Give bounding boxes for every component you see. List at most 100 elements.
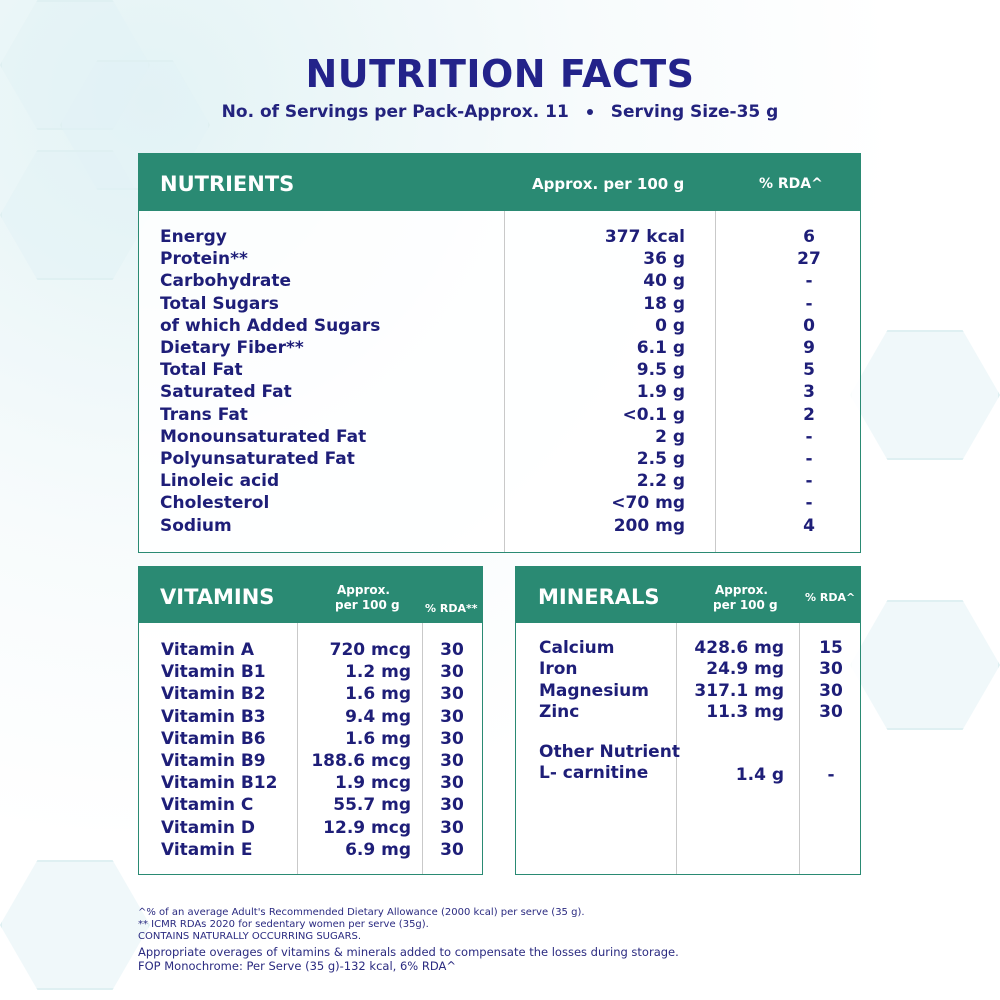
page-title: NUTRITION FACTS — [305, 52, 695, 96]
footnotes: ^% of an average Adult's Recommended Die… — [138, 907, 679, 973]
nutrient-name: Calcium — [539, 638, 615, 658]
hexagon-decoration — [850, 600, 1000, 730]
footnote: ^% of an average Adult's Recommended Die… — [138, 907, 585, 918]
nutrient-rda: 30 — [440, 839, 464, 860]
nutrient-value: 11.3 mg — [706, 701, 784, 722]
nutrient-value: 12.9 mcg — [323, 817, 411, 838]
nutrient-rda: 30 — [819, 680, 843, 701]
nutrient-rda: - — [805, 426, 813, 447]
nutrient-rda: 30 — [440, 795, 464, 816]
nutrient-value: 0 g — [655, 315, 685, 336]
nutrient-value: 1.6 mg — [345, 728, 411, 749]
nutrient-value: 317.1 mg — [694, 680, 784, 701]
minerals-header: MINERALS Approx. per 100 g % RDA^ — [516, 567, 860, 623]
nutrient-value: 9.5 g — [636, 360, 685, 381]
header-per-100g: per 100 g — [713, 598, 778, 612]
nutrient-name: Zinc — [539, 701, 580, 722]
nutrient-rda: 30 — [440, 640, 464, 660]
header-minerals: MINERALS — [538, 585, 660, 609]
nutrient-value: 18 g — [643, 293, 685, 314]
nutrient-value: 24.9 mg — [706, 659, 784, 680]
nutrient-value: 720 mcg — [329, 640, 411, 660]
nutrient-value: 6.1 g — [636, 338, 685, 359]
nutrient-value: 2 g — [655, 426, 685, 447]
footnote-fop: FOP Monochrome: Per Serve (35 g)-132 kca… — [138, 959, 456, 973]
header-per-100g: Approx. per 100 g — [532, 175, 685, 193]
nutrient-name: Protein** — [160, 249, 248, 270]
nutrient-value: 188.6 mcg — [311, 751, 411, 772]
nutrient-rda: 30 — [440, 706, 464, 727]
header-approx: Approx. — [715, 583, 768, 597]
nutrient-name: Vitamin B12 — [161, 773, 278, 794]
hexagon-decoration — [850, 330, 1000, 460]
nutrient-value: 36 g — [643, 249, 685, 270]
nutrient-name: Vitamin B9 — [161, 751, 266, 772]
nutrient-name: Monounsaturated Fat — [160, 426, 367, 447]
footnote: CONTAINS NATURALLY OCCURRING SUGARS. — [138, 931, 362, 942]
servings-per-pack: No. of Servings per Pack-Approx. 11 — [221, 102, 569, 122]
nutrient-name: Carbohydrate — [160, 271, 292, 292]
footnote: ** ICMR RDAs 2020 for sedentary women pe… — [138, 919, 429, 930]
hexagon-decoration — [0, 860, 150, 990]
nutrient-value: 40 g — [643, 271, 685, 292]
nutrient-rda: 30 — [819, 659, 843, 680]
nutrient-value: 200 mg — [613, 515, 685, 536]
nutrient-value: 55.7 mg — [333, 795, 411, 816]
column-divider — [676, 623, 677, 874]
nutrient-name: Vitamin C — [161, 795, 254, 816]
header-nutrients: NUTRIENTS — [160, 172, 295, 196]
nutrient-name: Polyunsaturated Fat — [160, 449, 355, 470]
footnote-overages: Appropriate overages of vitamins & miner… — [138, 945, 679, 959]
nutrient-name: Vitamin B6 — [161, 728, 266, 749]
nutrient-name: Energy — [160, 227, 227, 247]
column-divider — [422, 623, 423, 874]
nutrient-rda: 30 — [440, 728, 464, 749]
nutrient-value: 377 kcal — [604, 227, 685, 247]
nutrient-rda: 0 — [803, 315, 815, 336]
nutrient-value: 1.2 mg — [345, 662, 411, 683]
vitamins-header: VITAMINS Approx. per 100 g % RDA** — [139, 567, 482, 623]
vitamins-table: VITAMINS Approx. per 100 g % RDA** Vitam… — [138, 566, 483, 875]
nutrient-value: 1.9 g — [636, 382, 685, 403]
minerals-table: MINERALS Approx. per 100 g % RDA^ Calciu… — [515, 566, 861, 875]
header-per-100g: per 100 g — [335, 598, 400, 612]
header-rda: % RDA^ — [805, 591, 856, 604]
nutrient-value: 428.6 mg — [694, 638, 784, 658]
nutrient-rda: - — [827, 765, 835, 785]
other-nutrient-label: Other Nutrient — [539, 742, 680, 762]
nutrient-rda: 30 — [440, 751, 464, 772]
nutrient-rda: 2 — [803, 404, 815, 425]
bullet-dot — [586, 109, 593, 115]
nutrient-value: 6.9 mg — [345, 839, 411, 860]
nutrient-name: Magnesium — [539, 680, 649, 701]
nutrient-rda: 6 — [803, 227, 815, 247]
nutrient-name: Total Sugars — [160, 293, 279, 314]
nutrient-value: <0.1 g — [622, 404, 685, 425]
column-divider — [297, 623, 298, 874]
nutrient-name: Vitamin B2 — [161, 684, 266, 705]
nutrient-name: Dietary Fiber** — [160, 338, 304, 359]
nutrient-rda: - — [805, 471, 813, 492]
nutrient-name: of which Added Sugars — [160, 315, 381, 336]
nutrient-value: 2.2 g — [636, 471, 685, 492]
nutrient-rda: 30 — [819, 701, 843, 722]
nutrient-name: Total Fat — [160, 360, 243, 381]
nutrient-rda: 30 — [440, 684, 464, 705]
nutrient-name: Linoleic acid — [160, 471, 280, 492]
nutrients-table: NUTRIENTS Approx. per 100 g % RDA^ Energ… — [138, 153, 861, 553]
nutrient-rda: - — [805, 493, 813, 514]
column-divider — [504, 211, 505, 552]
header-rda: % RDA^ — [759, 176, 823, 192]
nutrient-rda: 4 — [803, 515, 815, 536]
nutrient-name: Vitamin E — [161, 839, 253, 860]
nutrient-rda: 30 — [440, 662, 464, 683]
nutrient-name: Trans Fat — [160, 404, 248, 425]
nutrients-header: NUTRIENTS Approx. per 100 g % RDA^ — [139, 154, 860, 211]
nutrient-rda: 15 — [819, 638, 843, 658]
nutrient-name: Sodium — [160, 515, 232, 536]
header-vitamins: VITAMINS — [160, 585, 275, 609]
nutrient-name: L- carnitine — [539, 763, 649, 784]
nutrient-rda: 9 — [803, 338, 815, 359]
nutrient-value: <70 mg — [611, 493, 685, 514]
nutrient-name: Vitamin B1 — [161, 662, 266, 683]
